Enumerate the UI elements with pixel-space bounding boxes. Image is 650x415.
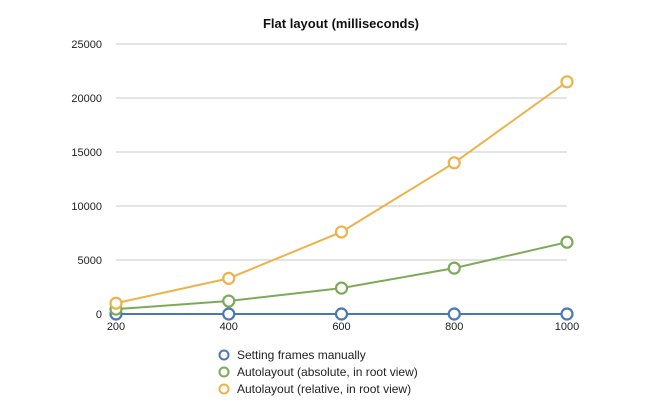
- data-point: [109, 296, 123, 310]
- data-point: [222, 271, 236, 285]
- data-point: [560, 307, 574, 321]
- y-tick-label: 20000: [71, 93, 102, 105]
- y-tick-label: 5000: [78, 255, 102, 267]
- legend-label: Setting frames manually: [237, 348, 366, 362]
- data-point: [334, 281, 349, 295]
- legend: Setting frames manually Autolayout (absol…: [218, 348, 418, 396]
- legend-marker: [218, 349, 230, 361]
- chart-title: Flat layout (milliseconds): [263, 16, 419, 31]
- y-tick-label: 0: [96, 309, 102, 321]
- series-1: [109, 307, 574, 321]
- data-point: [447, 261, 461, 275]
- legend-marker: [218, 366, 230, 378]
- series-lines: [109, 75, 574, 321]
- data-point: [560, 75, 574, 89]
- legend-marker: [218, 383, 230, 395]
- data-point: [222, 307, 236, 321]
- x-tick-label: 800: [445, 321, 463, 333]
- legend-item: Setting frames manually: [218, 348, 366, 362]
- legend-label: Autolayout (absolute, in root view): [237, 365, 418, 379]
- data-point: [447, 156, 461, 170]
- series-3: [109, 75, 574, 310]
- x-tick-label: 1000: [555, 321, 579, 333]
- data-point: [222, 294, 236, 308]
- y-axis-tick-labels: 0 5000 10000 15000 20000 25000: [71, 39, 102, 321]
- y-tick-label: 10000: [71, 201, 102, 213]
- data-point: [334, 225, 349, 239]
- x-tick-label: 200: [107, 321, 125, 333]
- data-point: [560, 235, 574, 249]
- y-tick-label: 25000: [71, 39, 102, 51]
- y-tick-label: 15000: [71, 147, 102, 159]
- x-tick-label: 400: [220, 321, 238, 333]
- series-line: [115, 241, 568, 311]
- x-tick-label: 600: [332, 321, 350, 333]
- data-point: [447, 307, 461, 321]
- data-point: [334, 307, 349, 321]
- legend-item: Autolayout (relative, in root view): [218, 382, 411, 396]
- legend-label: Autolayout (relative, in root view): [237, 382, 411, 396]
- legend-item: Autolayout (absolute, in root view): [218, 365, 418, 379]
- series-2: [109, 235, 574, 316]
- series-line: [115, 80, 568, 305]
